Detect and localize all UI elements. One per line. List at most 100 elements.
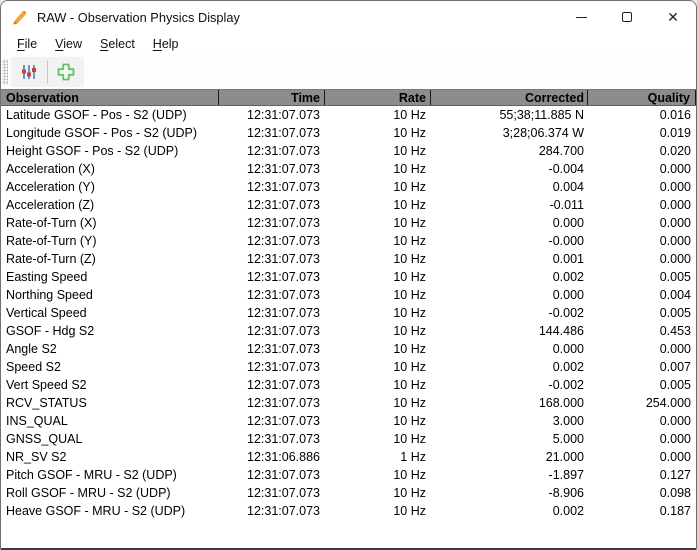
table-row[interactable]: Northing Speed 12:31:07.073 10 Hz 0.000 … [1,286,696,304]
cell-corrected: 0.004 [552,180,584,194]
toolbar [1,55,696,89]
cell-quality: 0.000 [659,216,691,230]
table-row[interactable]: Speed S2 12:31:07.073 10 Hz 0.002 0.007 [1,358,696,376]
cell-rate: 10 Hz [393,468,426,482]
cell-time: 12:31:07.073 [247,234,320,248]
maximize-button[interactable] [604,1,650,33]
table-row[interactable]: GSOF - Hdg S2 12:31:07.073 10 Hz 144.486… [1,322,696,340]
table-row[interactable]: Vert Speed S2 12:31:07.073 10 Hz -0.002 … [1,376,696,394]
table-row[interactable]: INS_QUAL 12:31:07.073 10 Hz 3.000 0.000 [1,412,696,430]
cell-observation: INS_QUAL [6,414,68,428]
cell-corrected: -0.011 [549,198,584,212]
cell-corrected: 0.000 [552,216,584,230]
cell-observation: Rate-of-Turn (Z) [6,252,96,266]
window-title: RAW - Observation Physics Display [37,9,240,25]
table-row[interactable]: Vertical Speed 12:31:07.073 10 Hz -0.002… [1,304,696,322]
cell-observation: Acceleration (Y) [6,180,95,194]
toolbar-gripper[interactable] [2,59,8,85]
toolbar-group [11,57,84,87]
cell-rate: 10 Hz [393,486,426,500]
cell-corrected: 3;28;06.374 W [502,126,584,140]
cell-corrected: 3.000 [552,414,584,428]
cell-corrected: 0.002 [552,504,584,518]
table-row[interactable]: Acceleration (Z) 12:31:07.073 10 Hz -0.0… [1,196,696,214]
observation-table-body: Latitude GSOF - Pos - S2 (UDP) 12:31:07.… [1,106,696,548]
table-row[interactable]: Acceleration (X) 12:31:07.073 10 Hz -0.0… [1,160,696,178]
pen-icon [13,10,27,25]
table-row[interactable]: Pitch GSOF - MRU - S2 (UDP) 12:31:07.073… [1,466,696,484]
column-header-observation[interactable]: Observation [6,91,79,105]
cell-corrected: 21.000 [545,450,584,464]
cell-quality: 0.016 [659,108,691,122]
cell-time: 12:31:07.073 [247,144,320,158]
menu-help[interactable]: Help [152,36,179,51]
cell-observation: Latitude GSOF - Pos - S2 (UDP) [6,108,187,122]
menu-select[interactable]: Select [100,36,135,51]
column-header-time[interactable]: Time [218,90,324,105]
cell-corrected: 0.000 [552,342,584,356]
cell-observation: NR_SV S2 [6,450,67,464]
cell-observation: Roll GSOF - MRU - S2 (UDP) [6,486,171,500]
cell-rate: 10 Hz [393,378,426,392]
cell-observation: GNSS_QUAL [6,432,83,446]
cell-corrected: -0.002 [548,306,584,320]
cell-rate: 10 Hz [393,162,426,176]
cell-corrected: -0.004 [548,162,584,176]
menu-view[interactable]: View [55,36,83,51]
cell-quality: 0.000 [659,198,691,212]
column-header-quality[interactable]: Quality [587,90,696,105]
cell-time: 12:31:07.073 [247,306,320,320]
cell-quality: 0.098 [659,486,691,500]
cell-corrected: 168.000 [538,396,584,410]
table-row[interactable]: Longitude GSOF - Pos - S2 (UDP) 12:31:07… [1,124,696,142]
cell-quality: 0.000 [659,342,691,356]
cell-rate: 10 Hz [393,324,426,338]
cell-time: 12:31:07.073 [247,288,320,302]
cell-corrected: 5.000 [552,432,584,446]
add-observation-button[interactable] [50,58,82,86]
sliders-icon [22,65,36,79]
display-settings-button[interactable] [13,58,45,86]
table-row[interactable]: NR_SV S2 12:31:06.886 1 Hz 21.000 0.000 [1,448,696,466]
table-row[interactable]: Latitude GSOF - Pos - S2 (UDP) 12:31:07.… [1,106,696,124]
cell-observation: Acceleration (Z) [6,198,95,212]
table-row[interactable]: Roll GSOF - MRU - S2 (UDP) 12:31:07.073 … [1,484,696,502]
table-row[interactable]: Heave GSOF - MRU - S2 (UDP) 12:31:07.073… [1,502,696,520]
table-row[interactable]: Rate-of-Turn (Y) 12:31:07.073 10 Hz -0.0… [1,232,696,250]
cell-rate: 10 Hz [393,432,426,446]
cell-time: 12:31:07.073 [247,126,320,140]
menu-file[interactable]: File [17,36,38,51]
close-icon: ✕ [667,9,679,25]
table-row[interactable]: GNSS_QUAL 12:31:07.073 10 Hz 5.000 0.000 [1,430,696,448]
cell-quality: 0.007 [659,360,691,374]
table-row[interactable]: Rate-of-Turn (Z) 12:31:07.073 10 Hz 0.00… [1,250,696,268]
cell-observation: RCV_STATUS [6,396,87,410]
table-row[interactable]: RCV_STATUS 12:31:07.073 10 Hz 168.000 25… [1,394,696,412]
minimize-button[interactable] [558,1,604,33]
cell-corrected: 0.000 [552,288,584,302]
table-row[interactable]: Rate-of-Turn (X) 12:31:07.073 10 Hz 0.00… [1,214,696,232]
close-button[interactable]: ✕ [650,1,696,33]
column-header-corrected[interactable]: Corrected [430,90,587,105]
cell-observation: Easting Speed [6,270,88,284]
window-controls: ✕ [558,1,696,33]
cell-observation: Height GSOF - Pos - S2 (UDP) [6,144,179,158]
cell-quality: 0.004 [659,288,691,302]
cell-rate: 10 Hz [393,126,426,140]
cell-time: 12:31:07.073 [247,360,320,374]
cell-rate: 10 Hz [393,270,426,284]
cell-rate: 10 Hz [393,108,426,122]
column-header-rate[interactable]: Rate [324,90,430,105]
table-row[interactable]: Angle S2 12:31:07.073 10 Hz 0.000 0.000 [1,340,696,358]
cell-quality: 0.000 [659,162,691,176]
maximize-icon [622,12,632,22]
cell-rate: 10 Hz [393,396,426,410]
cell-rate: 1 Hz [400,450,426,464]
cell-quality: 0.005 [659,378,691,392]
cell-rate: 10 Hz [393,342,426,356]
cell-time: 12:31:07.073 [247,108,320,122]
table-row[interactable]: Easting Speed 12:31:07.073 10 Hz 0.002 0… [1,268,696,286]
cell-rate: 10 Hz [393,144,426,158]
table-row[interactable]: Height GSOF - Pos - S2 (UDP) 12:31:07.07… [1,142,696,160]
table-row[interactable]: Acceleration (Y) 12:31:07.073 10 Hz 0.00… [1,178,696,196]
